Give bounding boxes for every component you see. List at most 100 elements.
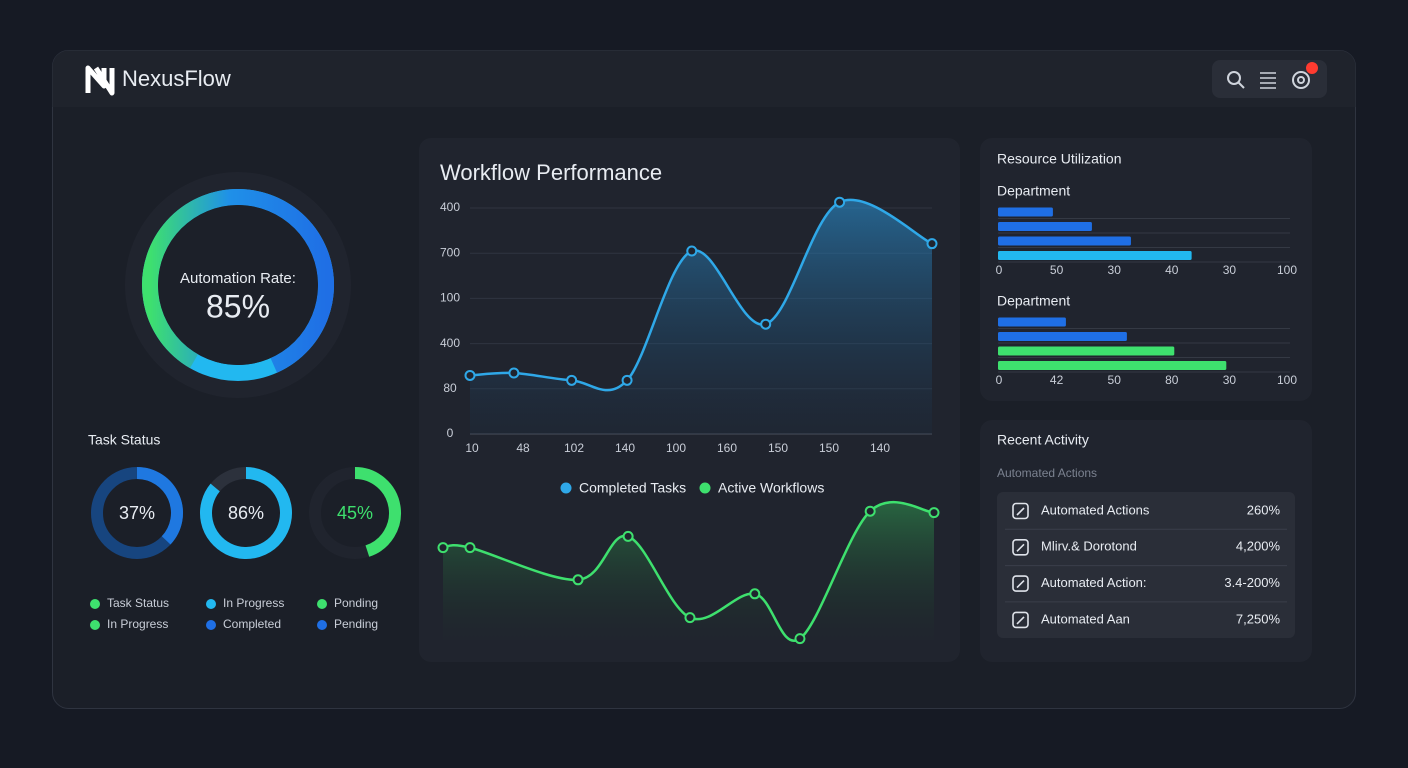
group-label: Department: [997, 183, 1070, 199]
legend-label: Active Workflows: [718, 480, 824, 496]
activity-title: Recent Activity: [997, 432, 1089, 448]
row-icon: [1012, 575, 1029, 592]
legend-label: Completed Tasks: [579, 480, 686, 496]
y-tick-label: 100: [440, 291, 460, 305]
x-tick-label: 140: [615, 441, 635, 455]
row-icon-pen: [1016, 616, 1025, 625]
series-point: [926, 238, 938, 250]
series-point: [864, 505, 876, 517]
x-tick-label: 40: [1165, 263, 1179, 277]
legend-dot: [317, 620, 327, 630]
row-label: Automated Action:: [1041, 575, 1147, 590]
logo: [85, 65, 115, 96]
legend-label: Task Status: [107, 596, 169, 610]
series-point: [760, 318, 772, 330]
x-tick-label: 100: [1277, 373, 1297, 387]
bar: [998, 207, 1053, 217]
bar: [998, 236, 1131, 246]
series-point: [684, 612, 696, 624]
x-tick-label: 10: [465, 441, 479, 455]
gauge-label: 37%: [119, 503, 155, 523]
row-value: 4,200%: [1236, 539, 1281, 554]
legend-label: Pending: [334, 617, 378, 631]
gauge-label: 45%: [337, 503, 373, 523]
row-value: 260%: [1247, 502, 1281, 517]
ring-arc: [142, 189, 334, 373]
search-icon[interactable]: [1227, 71, 1241, 85]
automation-value: 85%: [206, 288, 270, 324]
gauge-arc: [136, 467, 183, 545]
ring-inner: [158, 205, 318, 365]
x-tick-label: 80: [1165, 373, 1179, 387]
y-tick-label: 80: [443, 381, 457, 395]
gauge-arc: [200, 467, 292, 559]
series-point: [464, 369, 476, 381]
series-area: [443, 502, 934, 641]
row-icon-pen: [1016, 580, 1025, 589]
row-label: Mlirv.& Dorotond: [1041, 539, 1137, 554]
y-tick-label: 0: [447, 426, 454, 440]
series-point: [572, 574, 584, 586]
series-point: [928, 507, 940, 519]
bar: [998, 222, 1092, 231]
header-bar: [52, 50, 1356, 107]
row-icon-pen: [1016, 543, 1025, 552]
legend-dot: [90, 620, 100, 630]
row-value: 7,250%: [1236, 611, 1281, 626]
row-label: Automated Actions: [1041, 502, 1150, 517]
legend-dot: [206, 620, 216, 630]
workflow-title: Workflow Performance: [440, 160, 662, 185]
x-tick-label: 30: [1108, 263, 1122, 277]
legend-dot: [206, 599, 216, 609]
legend-label: In Progress: [107, 617, 168, 631]
series-point: [749, 588, 761, 600]
series-point: [464, 542, 476, 554]
x-tick-label: 150: [819, 441, 839, 455]
activity-subtitle: Automated Actions: [997, 466, 1097, 480]
bar: [998, 317, 1066, 327]
series-point: [794, 633, 806, 645]
series-point: [834, 196, 846, 208]
gauge-label: 86%: [228, 503, 264, 523]
y-tick-label: 400: [440, 200, 460, 214]
x-tick-label: 42: [1050, 373, 1064, 387]
brand: NexusFlow: [122, 66, 231, 91]
x-tick-label: 0: [996, 263, 1003, 277]
x-tick-label: 48: [516, 441, 530, 455]
x-tick-label: 102: [564, 441, 584, 455]
series-point: [686, 245, 698, 257]
series-area: [470, 199, 932, 434]
legend-dot: [560, 482, 572, 494]
legend-dot: [90, 599, 100, 609]
legend-label: Ponding: [334, 596, 378, 610]
x-tick-label: 100: [1277, 263, 1297, 277]
bar: [998, 251, 1192, 260]
bar: [998, 361, 1227, 370]
row-icon: [1012, 538, 1029, 556]
series-point: [566, 374, 578, 386]
y-tick-label: 700: [440, 245, 460, 259]
notification-dot: [1306, 62, 1318, 74]
settings-icon[interactable]: [1292, 71, 1310, 89]
x-tick-label: 30: [1223, 263, 1237, 277]
row-icon: [1012, 611, 1029, 629]
legend-label: Completed: [223, 617, 281, 631]
y-tick-label: 400: [440, 336, 460, 350]
x-tick-label: 50: [1108, 373, 1122, 387]
gauge-arc: [354, 467, 401, 557]
row-icon: [1012, 502, 1029, 520]
legend-dot: [317, 599, 327, 609]
group-label: Department: [997, 293, 1070, 309]
x-tick-label: 30: [1223, 373, 1237, 387]
row-icon-pen: [1016, 507, 1025, 516]
task-status-title: Task Status: [88, 432, 160, 448]
x-tick-label: 50: [1050, 263, 1064, 277]
bar: [998, 332, 1127, 341]
row-label: Automated Aan: [1041, 611, 1130, 626]
series-point: [508, 367, 520, 379]
menu-icon[interactable]: [1260, 72, 1276, 89]
resource-title: Resource Utilization: [997, 151, 1122, 167]
x-tick-label: 160: [717, 441, 737, 455]
